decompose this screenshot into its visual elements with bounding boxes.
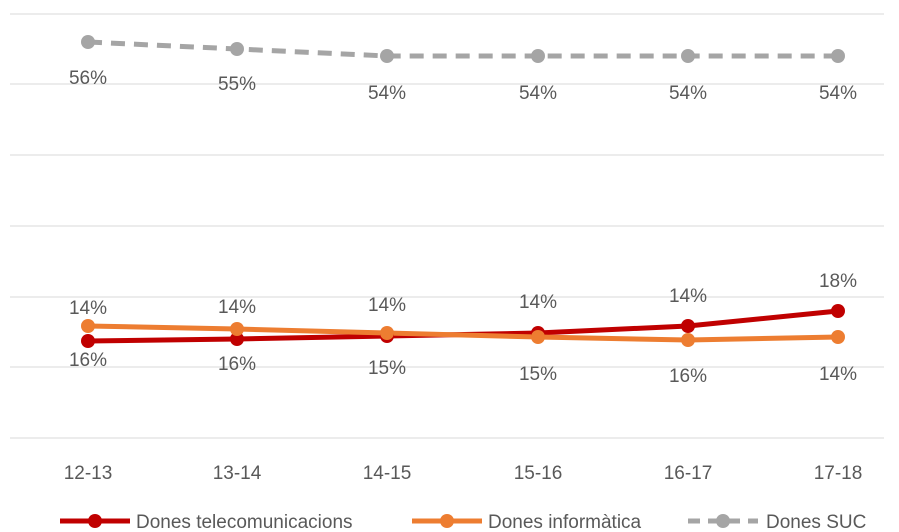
data-point (831, 49, 845, 63)
data-point (831, 304, 845, 318)
data-point (81, 334, 95, 348)
legend-item: Dones SUC (688, 512, 866, 532)
data-label: 56% (69, 68, 107, 89)
data-label: 16% (669, 366, 707, 387)
gridlines (10, 13, 884, 439)
legend-swatch-marker (716, 514, 730, 528)
data-label: 14% (69, 298, 107, 319)
data-label: 54% (819, 83, 857, 104)
data-label: 15% (519, 364, 557, 385)
data-label: 15% (368, 358, 406, 379)
data-label: 54% (669, 83, 707, 104)
data-point (681, 333, 695, 347)
data-label: 14% (368, 295, 406, 316)
legend-label: Dones SUC (766, 512, 866, 532)
data-point (681, 49, 695, 63)
series-points (81, 35, 845, 348)
data-label: 18% (819, 271, 857, 292)
x-tick-label: 13-14 (213, 463, 262, 484)
data-label: 54% (368, 83, 406, 104)
data-point (531, 49, 545, 63)
data-label: 14% (218, 297, 256, 318)
legend-item: Dones telecomunicacions (60, 512, 353, 532)
legend-label: Dones informàtica (488, 512, 642, 532)
data-point (81, 319, 95, 333)
x-tick-label: 17-18 (814, 463, 863, 484)
legend-swatch-marker (440, 514, 454, 528)
x-tick-label: 15-16 (514, 463, 563, 484)
data-point (531, 330, 545, 344)
data-label: 14% (669, 286, 707, 307)
x-axis-ticks: 12-13 13-14 14-15 15-16 16-17 17-18 (64, 463, 863, 484)
data-label: 14% (519, 292, 557, 313)
data-labels: 16% 16% 15% 15% 16% 18% 14% 14% 14% 14% 14% 14% 56% 5… (69, 68, 857, 387)
x-tick-label: 16-17 (664, 463, 713, 484)
data-label: 55% (218, 74, 256, 95)
legend-label: Dones telecomunicacions (136, 512, 353, 532)
data-label: 54% (519, 83, 557, 104)
data-point (380, 49, 394, 63)
data-point (230, 322, 244, 336)
series-line (87, 323, 839, 343)
data-label: 14% (819, 364, 857, 385)
legend: Dones telecomunicacions Dones informàtica… (60, 512, 866, 532)
data-point (681, 319, 695, 333)
data-point (831, 330, 845, 344)
series-lines (87, 39, 839, 344)
legend-swatch-marker (88, 514, 102, 528)
data-point (230, 332, 244, 346)
data-point (230, 42, 244, 56)
data-point (81, 35, 95, 49)
x-tick-label: 14-15 (363, 463, 412, 484)
legend-item: Dones informàtica (412, 512, 642, 532)
x-tick-label: 12-13 (64, 463, 113, 484)
data-label: 16% (218, 354, 256, 375)
data-label: 16% (69, 350, 107, 371)
series-line (87, 39, 838, 59)
data-point (380, 326, 394, 340)
